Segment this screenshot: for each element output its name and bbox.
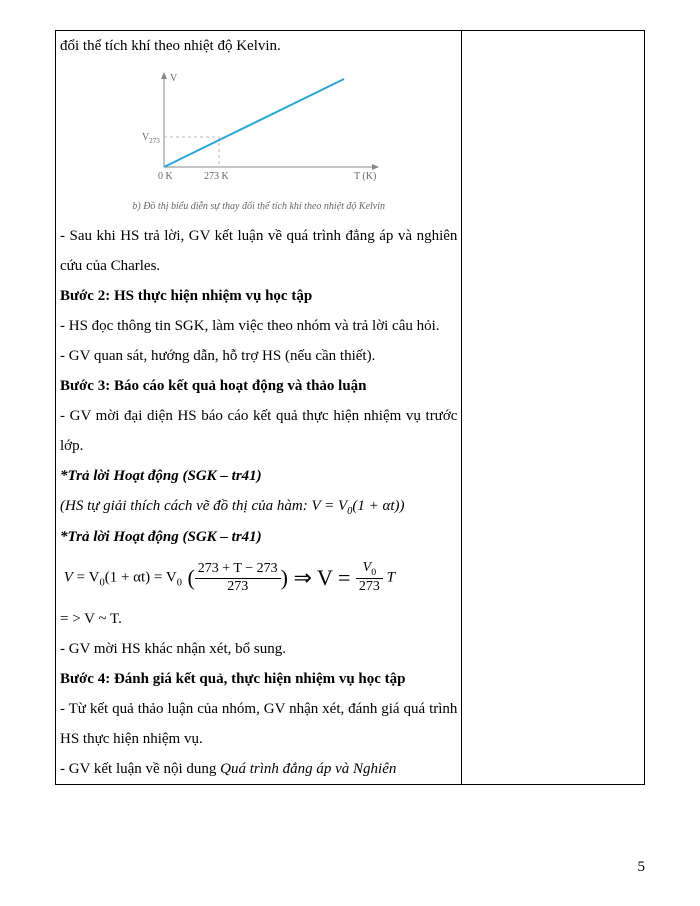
chart-caption: b) Đồ thị biểu diễn sự thay đổi thể tích…: [60, 198, 457, 219]
x-tick-0: 0 K: [158, 171, 174, 182]
f-eq1: = V: [73, 569, 100, 585]
paragraph-5: (HS tự giải thích cách vẽ đồ thị của hàm…: [60, 491, 457, 522]
p9-italic: Quá trình đẳng áp và Nghiên: [220, 761, 396, 777]
left-column: đổi thể tích khí theo nhiệt độ Kelvin.: [56, 31, 462, 785]
f-lhs: V: [64, 569, 73, 585]
intro-line: đổi thể tích khí theo nhiệt độ Kelvin.: [60, 31, 457, 61]
paragraph-1: - Sau khi HS trả lời, GV kết luận về quá…: [60, 221, 457, 281]
fraction-1: 273 + T − 273273: [195, 561, 281, 596]
p5-text-prefix: (HS tự giải thích cách vẽ đồ thị của hàm…: [60, 498, 347, 514]
frac2-den: 273: [356, 579, 383, 596]
layout-table: đổi thể tích khí theo nhiệt độ Kelvin.: [55, 30, 645, 785]
chart-container: V V273 0 K 273 K T (K) b) Đồ thị biểu di…: [60, 61, 457, 221]
fraction-2: V0273: [356, 560, 383, 596]
paragraph-7: - GV mời HS khác nhận xét, bổ sung.: [60, 634, 457, 664]
f-tail: T: [383, 569, 395, 585]
p5-text-suffix: (1 + αt)): [352, 498, 404, 514]
y-tick-label: V273: [142, 132, 160, 145]
answer-heading-2: *Trả lời Hoạt động (SGK – tr41): [60, 522, 457, 552]
paragraph-3: - GV quan sát, hướng dẫn, hỗ trợ HS (nếu…: [60, 341, 457, 371]
x-axis-arrow: [372, 164, 379, 170]
page-number: 5: [638, 852, 646, 882]
f-paren-close: ) ⇒ V =: [281, 565, 356, 590]
step-4-heading: Bước 4: Đánh giá kết quả, thực hiện nhiệ…: [60, 664, 457, 694]
paragraph-8: - Từ kết quả thảo luận của nhóm, GV nhận…: [60, 694, 457, 754]
formula-line: V = V0(1 + αt) = V0 (273 + T − 273273) ⇒…: [60, 552, 457, 604]
line-chart: V V273 0 K 273 K T (K): [124, 67, 394, 187]
right-column: [462, 31, 645, 785]
y-axis-label: V: [170, 73, 178, 84]
y-axis-arrow: [161, 72, 167, 79]
chart-line: [164, 79, 344, 167]
frac1-den: 273: [195, 579, 281, 596]
frac2-num: V0: [356, 560, 383, 580]
frac1-num: 273 + T − 273: [195, 561, 281, 579]
step-2-heading: Bước 2: HS thực hiện nhiệm vụ học tập: [60, 281, 457, 311]
p9-prefix: - GV kết luận về nội dung: [60, 761, 220, 777]
paragraph-2: - HS đọc thông tin SGK, làm việc theo nh…: [60, 311, 457, 341]
x-tick-273: 273 K: [204, 171, 230, 182]
paragraph-6: = > V ~ T.: [60, 604, 457, 634]
paragraph-4: - GV mời đại diện HS báo cáo kết quả thự…: [60, 401, 457, 461]
step-3-heading: Bước 3: Báo cáo kết quả hoạt động và thả…: [60, 371, 457, 401]
x-axis-label: T (K): [354, 171, 376, 182]
answer-heading-1: *Trả lời Hoạt động (SGK – tr41): [60, 461, 457, 491]
paragraph-9: - GV kết luận về nội dung Quá trình đẳng…: [60, 754, 457, 784]
document-page: đổi thể tích khí theo nhiệt độ Kelvin.: [0, 0, 700, 815]
f-open: (1 + αt) = V: [105, 569, 177, 585]
f-paren-open: (: [182, 565, 195, 590]
